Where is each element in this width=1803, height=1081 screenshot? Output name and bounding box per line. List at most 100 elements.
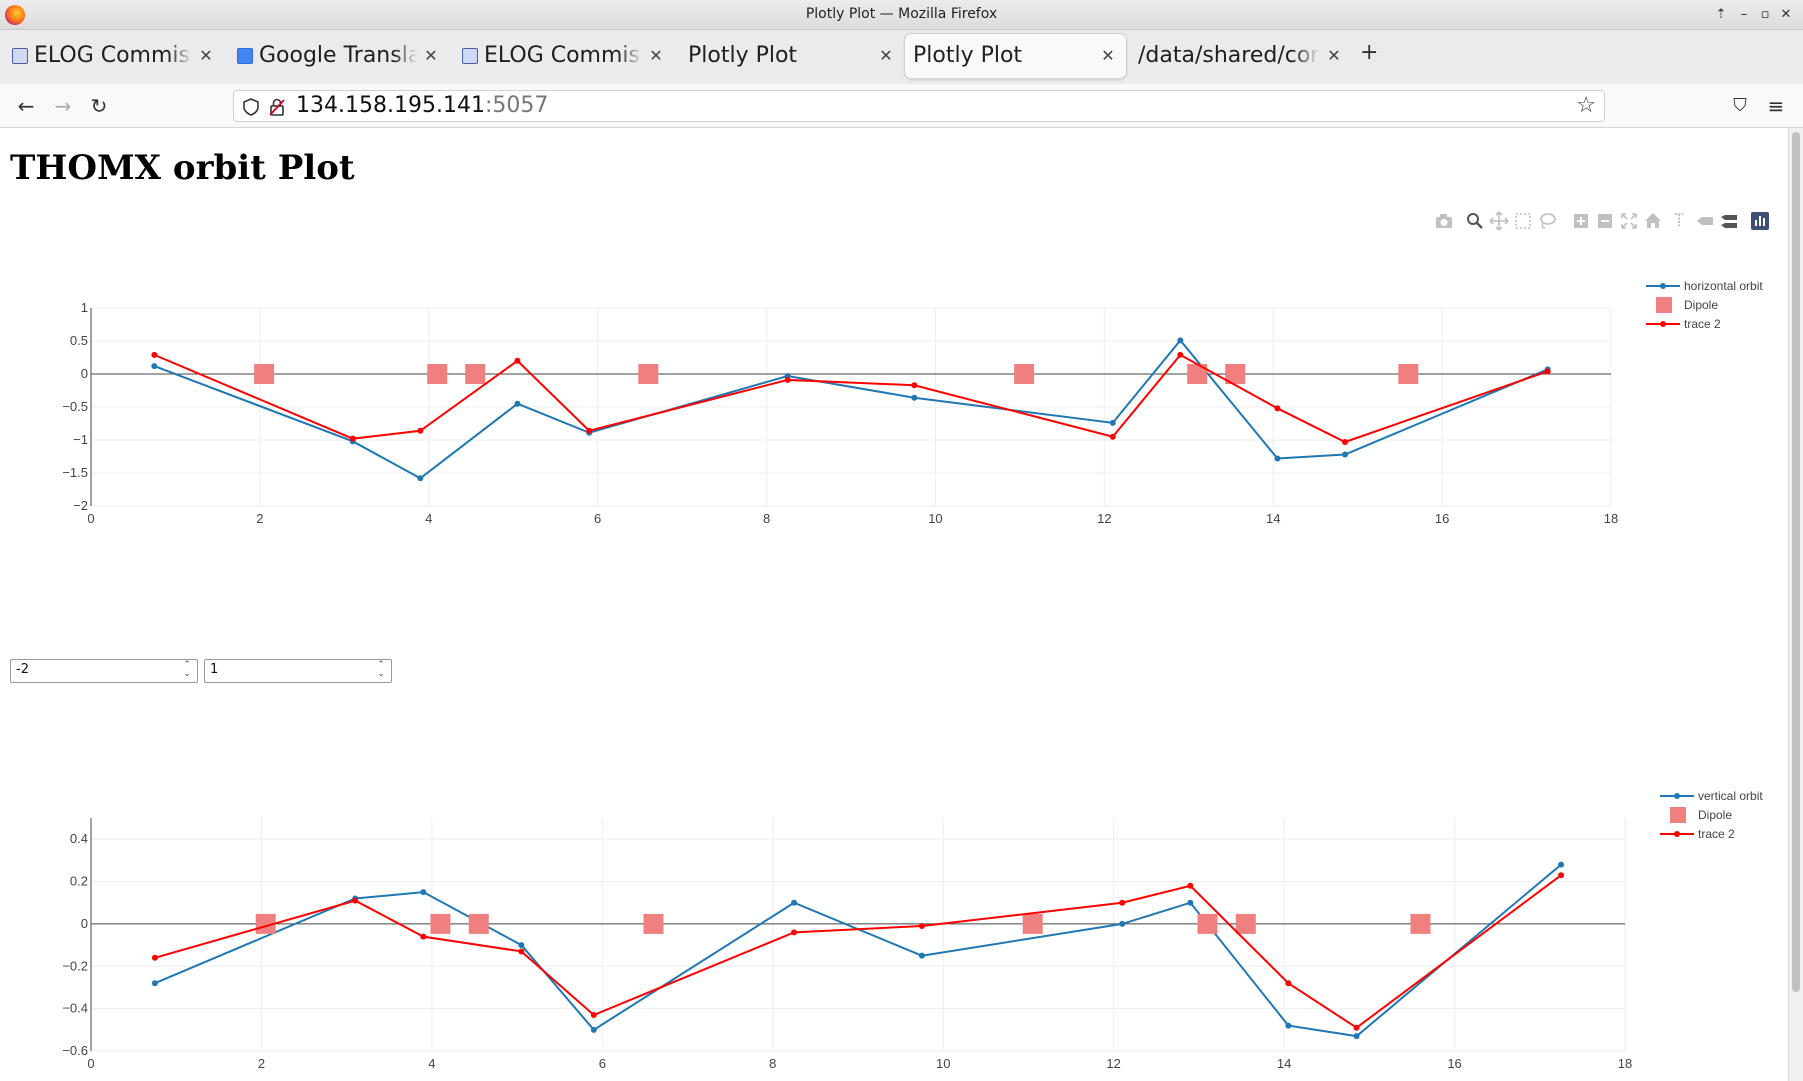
data-point[interactable] [1109, 433, 1116, 440]
data-point[interactable] [1353, 1033, 1360, 1040]
reload-icon[interactable]: ↻ [90, 94, 108, 118]
vertical-orbit-plot[interactable]: 0 2 4 6 8 10 12 14 16 18 0.4 0.2 0 −0.2 −0.4 −0.6 vertic… [0, 768, 1788, 1068]
dipole-marker[interactable] [427, 364, 448, 384]
data-point[interactable] [518, 942, 525, 949]
horizontal-orbit-plot[interactable]: 0 2 4 6 8 10 12 14 16 18 1 0.5 0 −0.5 −1 −1.5 −2 horizont… [0, 258, 1788, 528]
data-point[interactable] [151, 980, 158, 987]
ymin-spinbox[interactable]: ⌃⌄ [10, 659, 198, 683]
zoom-in-icon[interactable] [1571, 210, 1591, 232]
menu-icon[interactable]: ≡ [1767, 94, 1785, 118]
tab-data-shared[interactable]: /data/shared/commissioning ✕ [1136, 34, 1346, 78]
camera-icon[interactable] [1434, 210, 1454, 232]
spike-lines-icon[interactable] [1671, 210, 1691, 232]
zoom-out-icon[interactable] [1595, 210, 1615, 232]
new-tab-icon[interactable]: + [1360, 40, 1379, 65]
data-point[interactable] [1187, 899, 1194, 906]
data-point[interactable] [1342, 438, 1348, 445]
series-line[interactable] [154, 874, 1562, 1029]
data-point[interactable] [417, 475, 424, 482]
legend-symbol[interactable] [1656, 297, 1672, 313]
data-point[interactable] [151, 363, 158, 370]
reset-axes-home-icon[interactable] [1643, 210, 1663, 232]
bookmark-star-icon[interactable]: ☆ [1576, 93, 1596, 118]
data-point[interactable] [518, 948, 525, 955]
dipole-marker[interactable] [255, 913, 276, 934]
dipole-marker[interactable] [1398, 364, 1419, 384]
dipole-marker[interactable] [1014, 364, 1035, 384]
legend-symbol[interactable] [1670, 807, 1686, 823]
autoscale-icon[interactable] [1619, 210, 1639, 232]
close-tab-icon[interactable]: ✕ [879, 46, 893, 65]
data-point[interactable] [1558, 872, 1565, 879]
data-point[interactable] [349, 435, 356, 442]
zoom-icon[interactable] [1465, 210, 1485, 232]
dipole-marker[interactable] [1410, 913, 1431, 934]
data-point[interactable] [1109, 419, 1116, 426]
spinner-arrows-icon[interactable]: ⌃ ⌄ [183, 660, 191, 679]
data-point[interactable] [911, 394, 918, 401]
ymin-input[interactable] [16, 662, 166, 677]
tab-plotly-1[interactable]: Plotly Plot ✕ [686, 34, 898, 78]
series-line[interactable] [153, 338, 1549, 480]
tab-google-translate[interactable]: Google Translate ✕ [233, 34, 443, 78]
data-point[interactable] [1353, 1024, 1360, 1031]
data-point[interactable] [1119, 899, 1126, 906]
ymax-spinbox[interactable]: ⌃⌄ [204, 659, 392, 683]
data-point[interactable] [911, 382, 918, 389]
dipole-marker[interactable] [1225, 364, 1246, 384]
close-tab-icon[interactable]: ✕ [199, 46, 213, 65]
back-icon[interactable]: ← [17, 94, 35, 118]
dipole-marker[interactable] [638, 364, 659, 384]
data-point[interactable] [514, 400, 521, 407]
url-bar[interactable]: 134.158.195.141:5057 ☆ [233, 90, 1605, 122]
data-point[interactable] [1187, 882, 1194, 889]
data-point[interactable] [1177, 337, 1184, 344]
maximize-icon[interactable]: ▫ [1760, 7, 1770, 22]
close-tab-icon[interactable]: ✕ [1101, 46, 1115, 65]
pan-icon[interactable] [1489, 210, 1509, 232]
data-point[interactable] [1119, 920, 1126, 927]
dipole-marker[interactable] [430, 913, 451, 934]
dipole-marker[interactable] [1187, 364, 1208, 384]
data-point[interactable] [918, 923, 925, 930]
tracking-shield-icon[interactable] [242, 97, 260, 117]
data-point[interactable] [1177, 351, 1184, 358]
dipole-marker[interactable] [643, 913, 664, 934]
dipole-marker[interactable] [465, 364, 486, 384]
hover-closest-icon[interactable] [1695, 210, 1715, 232]
data-point[interactable] [514, 357, 521, 364]
data-point[interactable] [1274, 405, 1281, 412]
insecure-lock-icon[interactable] [268, 97, 286, 117]
series-line[interactable] [153, 353, 1548, 444]
box-select-icon[interactable] [1513, 210, 1533, 232]
data-point[interactable] [1544, 368, 1551, 375]
data-point[interactable] [1285, 980, 1292, 987]
page-scrollbar[interactable] [1788, 128, 1803, 1081]
series-line[interactable] [154, 863, 1562, 1038]
legend-label[interactable]: vertical orbit [1698, 789, 1763, 803]
tab-elog-2[interactable]: ELOG Commissioning ✕ [458, 34, 668, 78]
data-point[interactable] [420, 933, 427, 940]
data-point[interactable] [791, 929, 798, 936]
data-point[interactable] [1285, 1022, 1292, 1029]
scrollbar-thumb[interactable] [1792, 132, 1800, 992]
dipole-marker[interactable] [1197, 913, 1218, 934]
data-point[interactable] [151, 954, 158, 961]
data-point[interactable] [352, 897, 359, 904]
close-tab-icon[interactable]: ✕ [649, 46, 663, 65]
close-tab-icon[interactable]: ✕ [1327, 46, 1341, 65]
close-tab-icon[interactable]: ✕ [424, 46, 438, 65]
legend-label[interactable]: Dipole [1684, 298, 1718, 312]
lasso-select-icon[interactable] [1537, 210, 1557, 232]
close-window-icon[interactable]: ✕ [1780, 7, 1792, 22]
data-point[interactable] [586, 427, 593, 434]
legend-label[interactable]: horizontal orbit [1684, 279, 1763, 293]
data-point[interactable] [791, 899, 798, 906]
dipole-marker[interactable] [1022, 913, 1043, 934]
dipole-marker[interactable] [468, 913, 489, 934]
data-point[interactable] [1342, 451, 1348, 458]
ymax-input[interactable] [210, 662, 360, 677]
legend-label[interactable]: trace 2 [1698, 827, 1735, 841]
tab-elog-1[interactable]: ELOG Commissioning ✕ [8, 34, 218, 78]
dipole-marker[interactable] [254, 364, 275, 384]
